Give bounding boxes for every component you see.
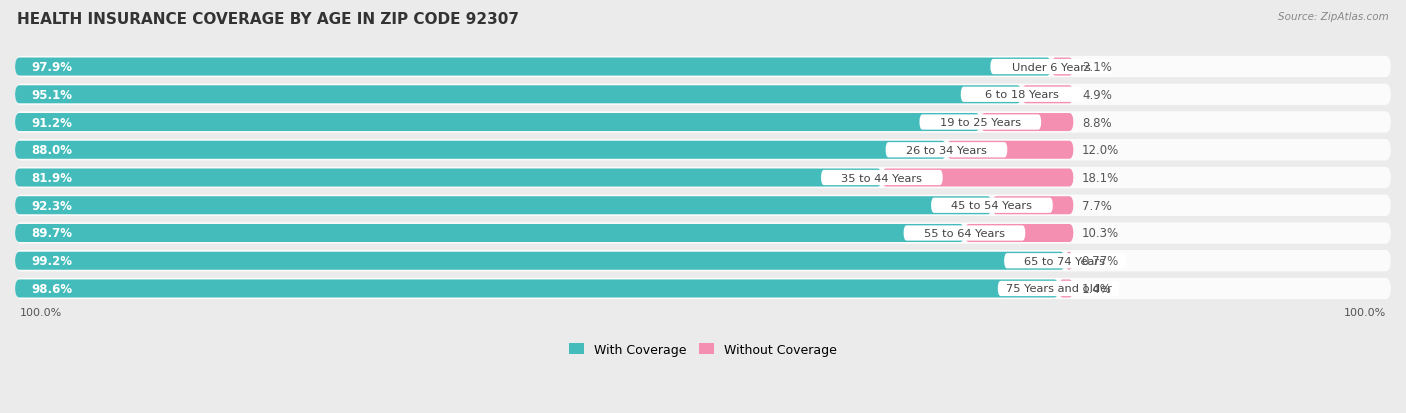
Text: 18.1%: 18.1% bbox=[1083, 171, 1119, 185]
FancyBboxPatch shape bbox=[980, 114, 1073, 132]
Text: 2.1%: 2.1% bbox=[1083, 61, 1112, 74]
FancyBboxPatch shape bbox=[990, 60, 1112, 75]
Text: 100.0%: 100.0% bbox=[20, 308, 62, 318]
FancyBboxPatch shape bbox=[1059, 280, 1073, 298]
Text: 7.7%: 7.7% bbox=[1083, 199, 1112, 212]
FancyBboxPatch shape bbox=[15, 141, 946, 159]
FancyBboxPatch shape bbox=[15, 224, 965, 242]
FancyBboxPatch shape bbox=[1052, 58, 1073, 76]
Text: 100.0%: 100.0% bbox=[1344, 308, 1386, 318]
FancyBboxPatch shape bbox=[15, 140, 1391, 161]
FancyBboxPatch shape bbox=[15, 57, 1391, 78]
FancyBboxPatch shape bbox=[1064, 252, 1073, 270]
Text: 35 to 44 Years: 35 to 44 Years bbox=[841, 173, 922, 183]
Text: 97.9%: 97.9% bbox=[31, 61, 72, 74]
Text: Under 6 Years: Under 6 Years bbox=[1012, 62, 1091, 72]
Text: 65 to 74 Years: 65 to 74 Years bbox=[1025, 256, 1105, 266]
Text: 12.0%: 12.0% bbox=[1083, 144, 1119, 157]
Text: 89.7%: 89.7% bbox=[31, 227, 72, 240]
Legend: With Coverage, Without Coverage: With Coverage, Without Coverage bbox=[564, 338, 842, 361]
FancyBboxPatch shape bbox=[15, 169, 882, 187]
FancyBboxPatch shape bbox=[965, 224, 1073, 242]
FancyBboxPatch shape bbox=[821, 171, 943, 186]
FancyBboxPatch shape bbox=[960, 88, 1083, 103]
Text: 4.9%: 4.9% bbox=[1083, 88, 1112, 102]
FancyBboxPatch shape bbox=[993, 197, 1073, 215]
FancyBboxPatch shape bbox=[1022, 86, 1073, 104]
Text: 1.4%: 1.4% bbox=[1083, 282, 1112, 295]
Text: 99.2%: 99.2% bbox=[31, 254, 72, 268]
FancyBboxPatch shape bbox=[946, 141, 1073, 159]
FancyBboxPatch shape bbox=[15, 167, 1391, 189]
Text: 6 to 18 Years: 6 to 18 Years bbox=[984, 90, 1059, 100]
Text: 95.1%: 95.1% bbox=[31, 88, 72, 102]
FancyBboxPatch shape bbox=[15, 250, 1391, 272]
FancyBboxPatch shape bbox=[15, 112, 1391, 133]
FancyBboxPatch shape bbox=[15, 280, 1059, 298]
Text: 45 to 54 Years: 45 to 54 Years bbox=[952, 201, 1032, 211]
Text: 55 to 64 Years: 55 to 64 Years bbox=[924, 228, 1005, 238]
FancyBboxPatch shape bbox=[920, 115, 1042, 131]
Text: 26 to 34 Years: 26 to 34 Years bbox=[905, 145, 987, 155]
FancyBboxPatch shape bbox=[904, 226, 1025, 241]
Text: 81.9%: 81.9% bbox=[31, 171, 72, 185]
Text: 75 Years and older: 75 Years and older bbox=[1005, 284, 1112, 294]
FancyBboxPatch shape bbox=[882, 169, 1073, 187]
Text: HEALTH INSURANCE COVERAGE BY AGE IN ZIP CODE 92307: HEALTH INSURANCE COVERAGE BY AGE IN ZIP … bbox=[17, 12, 519, 27]
Text: Source: ZipAtlas.com: Source: ZipAtlas.com bbox=[1278, 12, 1389, 22]
FancyBboxPatch shape bbox=[931, 198, 1053, 214]
Text: 98.6%: 98.6% bbox=[31, 282, 72, 295]
Text: 19 to 25 Years: 19 to 25 Years bbox=[939, 118, 1021, 128]
FancyBboxPatch shape bbox=[15, 84, 1391, 106]
FancyBboxPatch shape bbox=[15, 195, 1391, 216]
Text: 8.8%: 8.8% bbox=[1083, 116, 1112, 129]
Text: 92.3%: 92.3% bbox=[31, 199, 72, 212]
FancyBboxPatch shape bbox=[15, 223, 1391, 244]
FancyBboxPatch shape bbox=[15, 278, 1391, 299]
Text: 0.77%: 0.77% bbox=[1081, 254, 1119, 268]
Text: 91.2%: 91.2% bbox=[31, 116, 72, 129]
Text: 88.0%: 88.0% bbox=[31, 144, 72, 157]
FancyBboxPatch shape bbox=[15, 58, 1052, 76]
FancyBboxPatch shape bbox=[15, 197, 993, 215]
FancyBboxPatch shape bbox=[15, 114, 980, 132]
Text: 10.3%: 10.3% bbox=[1083, 227, 1119, 240]
FancyBboxPatch shape bbox=[998, 281, 1119, 297]
FancyBboxPatch shape bbox=[1004, 254, 1126, 269]
FancyBboxPatch shape bbox=[15, 252, 1064, 270]
FancyBboxPatch shape bbox=[886, 143, 1007, 158]
FancyBboxPatch shape bbox=[15, 86, 1022, 104]
